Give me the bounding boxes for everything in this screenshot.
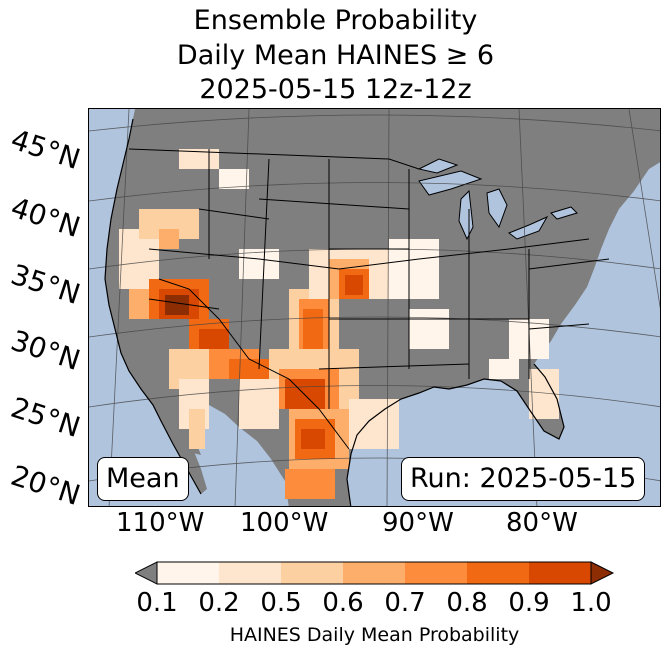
colorbar-over-arrow [590, 561, 615, 585]
colorbar-bin-2 [219, 562, 281, 584]
title-line-3: 2025-05-15 12z-12z [199, 74, 472, 105]
land-mass [89, 109, 660, 506]
lat-label-40: 40°N [6, 190, 85, 245]
lat-label-25: 25°N [6, 390, 85, 445]
state-borders [128, 148, 610, 450]
title-line-2: Daily Mean HAINES ≥ 6 [176, 40, 495, 71]
lon-label-90: 90°W [382, 508, 454, 538]
colorbar-bin-7 [529, 562, 591, 584]
colorbar-bin-6 [467, 562, 529, 584]
gulf-coast [346, 363, 565, 506]
colorbar-under-arrow [135, 561, 158, 585]
colorbar-tick: 0.6 [322, 588, 364, 618]
lat-label-30: 30°N [6, 323, 85, 378]
coastline [104, 118, 202, 495]
run-label-box: Run: 2025-05-15 [401, 457, 646, 501]
lat-label-35: 35°N [6, 257, 85, 312]
colorbar-bin-3 [281, 562, 343, 584]
colorbar [135, 561, 615, 585]
lat-label-45: 45°N [6, 122, 85, 177]
colorbar-tick: 0.9 [508, 588, 550, 618]
colorbar-frame [156, 561, 592, 585]
lon-label-80: 80°W [506, 508, 578, 538]
lon-label-110: 110°W [116, 508, 205, 538]
lat-label-20: 20°N [6, 458, 85, 513]
colorbar-tick: 0.8 [446, 588, 488, 618]
colorbar-tick: 0.5 [260, 588, 302, 618]
colorbar-label: HAINES Daily Mean Probability [229, 624, 520, 646]
stat-label-box: Mean [97, 457, 189, 501]
colorbar-tick: 0.7 [384, 588, 426, 618]
title-line-1: Ensemble Probability [193, 5, 478, 36]
colorbar-bin-4 [343, 562, 405, 584]
colorbar-bin-5 [405, 562, 467, 584]
map-canvas [89, 109, 660, 506]
colorbar-tick: 0.1 [136, 588, 178, 618]
map-panel[interactable] [88, 108, 661, 507]
lon-label-100: 100°W [240, 508, 329, 538]
colorbar-tick: 1.0 [570, 588, 612, 618]
colorbar-bin-1 [157, 562, 219, 584]
colorbar-tick: 0.2 [198, 588, 240, 618]
